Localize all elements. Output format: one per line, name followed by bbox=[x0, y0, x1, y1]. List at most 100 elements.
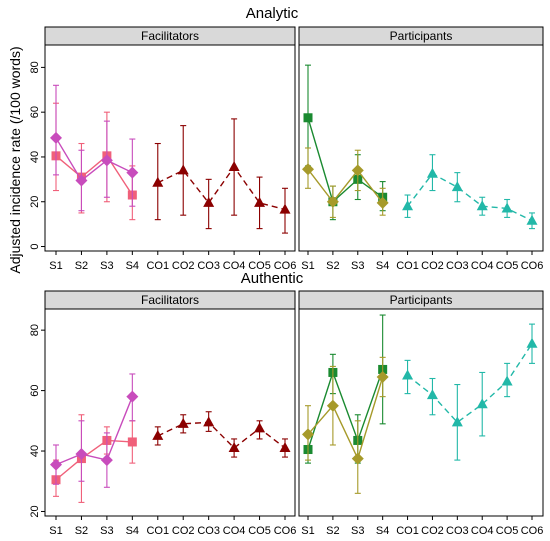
y-tick-label: 20 bbox=[29, 505, 41, 517]
x-tick-label-s2: S2 bbox=[75, 525, 88, 537]
point-marker-triangle bbox=[254, 196, 266, 207]
point-marker-triangle bbox=[476, 398, 488, 409]
point-marker-diamond bbox=[302, 163, 314, 176]
series-line bbox=[307, 376, 384, 461]
point-marker-diamond bbox=[126, 390, 139, 403]
x-tick-label-s3: S3 bbox=[100, 525, 113, 537]
point-marker-triangle bbox=[451, 181, 463, 192]
x-tick-label-s3: S3 bbox=[351, 525, 364, 537]
x-tick-label-co2: CO2 bbox=[421, 525, 444, 537]
point-marker-triangle bbox=[228, 161, 240, 172]
x-tick-label-co3: CO3 bbox=[446, 260, 469, 272]
x-tick-label-co1: CO1 bbox=[146, 260, 169, 272]
y-tick-label: 60 bbox=[29, 384, 41, 396]
x-tick-label-co2: CO2 bbox=[172, 525, 195, 537]
point-marker-diamond bbox=[75, 174, 88, 187]
x-tick-label-co1: CO1 bbox=[146, 525, 169, 537]
point-marker-triangle bbox=[279, 203, 291, 214]
y-tick-label: 40 bbox=[29, 151, 41, 163]
point-marker-diamond bbox=[302, 428, 314, 441]
series-fac_tri bbox=[152, 118, 291, 234]
point-marker-triangle bbox=[228, 442, 240, 453]
x-tick-label-s4: S4 bbox=[376, 525, 389, 537]
x-tick-label-co6: CO6 bbox=[274, 525, 297, 537]
section-authentic: Authentic Facilitators 20 40 60 80 S1 S2 S3 S4 CO… bbox=[29, 270, 544, 537]
plot-area bbox=[298, 308, 544, 517]
x-tick-label-co1: CO1 bbox=[396, 525, 419, 537]
point-marker-diamond bbox=[376, 370, 389, 383]
point-marker-triangle bbox=[203, 416, 215, 427]
series-par_di bbox=[302, 147, 389, 218]
point-marker-diamond bbox=[100, 154, 113, 167]
point-marker-triangle bbox=[526, 214, 538, 225]
x-tick-label-co4: CO4 bbox=[223, 260, 246, 272]
y-tick-label: 60 bbox=[29, 106, 41, 118]
point-marker-triangle bbox=[402, 369, 414, 380]
point-marker-diamond bbox=[100, 454, 113, 467]
x-tick-label-co4: CO4 bbox=[471, 260, 494, 272]
x-tick-label-co4: CO4 bbox=[471, 525, 494, 537]
series-line bbox=[307, 117, 384, 204]
point-marker-triangle bbox=[177, 164, 189, 175]
point-marker-triangle bbox=[203, 196, 215, 207]
panel-authentic-facilitators: Facilitators 20 40 60 80 S1 S2 S3 S4 CO1 CO2 CO3 CO4… bbox=[29, 290, 297, 537]
point-marker-diamond bbox=[326, 399, 339, 412]
point-marker-diamond bbox=[126, 166, 139, 179]
panel-header-label: Participants bbox=[390, 293, 453, 307]
y-tick-label: 20 bbox=[29, 196, 41, 208]
plot-area bbox=[44, 308, 296, 517]
plot-area bbox=[298, 44, 544, 252]
point-marker-triangle bbox=[501, 202, 513, 213]
point-marker-triangle bbox=[426, 389, 438, 400]
series-line bbox=[55, 396, 133, 466]
x-tick-label-s2: S2 bbox=[326, 260, 339, 272]
point-marker-triangle bbox=[402, 200, 414, 211]
series-line bbox=[55, 154, 133, 196]
point-marker-diamond bbox=[376, 196, 389, 209]
x-tick-label-co5: CO5 bbox=[248, 260, 271, 272]
x-tick-label-s3: S3 bbox=[100, 260, 113, 272]
x-tick-label-co2: CO2 bbox=[172, 260, 195, 272]
point-marker-diamond bbox=[75, 448, 88, 461]
point-marker-triangle bbox=[501, 375, 513, 386]
series-line bbox=[55, 439, 133, 481]
x-tick-label-s4: S4 bbox=[376, 260, 389, 272]
x-tick-label-co5: CO5 bbox=[496, 525, 519, 537]
series-line bbox=[307, 369, 384, 450]
point-marker-square bbox=[127, 437, 137, 447]
x-tick-label-co3: CO3 bbox=[197, 525, 220, 537]
point-marker-triangle bbox=[152, 176, 164, 187]
section-title-authentic: Authentic bbox=[241, 270, 304, 287]
x-tick-label-co5: CO5 bbox=[248, 525, 271, 537]
y-tick-label: 80 bbox=[29, 324, 41, 336]
point-marker-square bbox=[303, 113, 313, 123]
point-marker-triangle bbox=[426, 167, 438, 178]
x-tick-label-co5: CO5 bbox=[496, 260, 519, 272]
point-marker-triangle bbox=[279, 442, 291, 453]
y-tick-label: 80 bbox=[29, 61, 41, 73]
x-tick-label-s2: S2 bbox=[75, 260, 88, 272]
point-marker-triangle bbox=[152, 429, 164, 440]
x-tick-label-s1: S1 bbox=[301, 260, 314, 272]
x-tick-label-s4: S4 bbox=[126, 260, 139, 272]
panel-header-label: Participants bbox=[390, 29, 453, 43]
x-tick-label-co3: CO3 bbox=[197, 260, 220, 272]
series-line bbox=[307, 168, 384, 204]
series-line bbox=[407, 343, 533, 424]
y-axis-label: Adjusted incidence rate (/100 words) bbox=[7, 46, 23, 273]
y-tick-label: 0 bbox=[29, 243, 41, 249]
point-marker-triangle bbox=[254, 422, 266, 433]
panel-header-label: Facilitators bbox=[141, 29, 199, 43]
series-fac_di bbox=[50, 84, 139, 212]
series-par_tri bbox=[402, 323, 538, 461]
series-line bbox=[55, 137, 133, 182]
x-tick-label-s1: S1 bbox=[301, 525, 314, 537]
x-tick-label-co6: CO6 bbox=[521, 525, 544, 537]
section-analytic: Analytic Facilitators 0 20 40 60 80 S1 S2 S3 S4 CO… bbox=[29, 5, 544, 272]
point-marker-diamond bbox=[326, 195, 339, 208]
series-par_tri bbox=[402, 154, 538, 230]
point-marker-diamond bbox=[351, 164, 364, 177]
x-tick-label-co4: CO4 bbox=[223, 525, 246, 537]
series-par_di bbox=[302, 356, 389, 494]
